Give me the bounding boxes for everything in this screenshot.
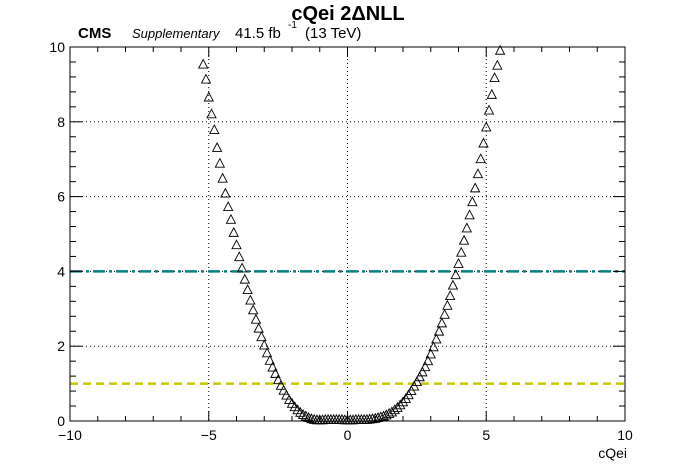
data-point [472, 168, 484, 179]
data-point [281, 389, 292, 400]
data-point [222, 201, 234, 212]
data-point [203, 91, 214, 102]
data-point [414, 371, 425, 382]
data-point [478, 137, 489, 148]
data-point [236, 262, 248, 273]
supplementary-label: Supplementary [132, 26, 221, 41]
data-point [272, 374, 284, 385]
series-markers [197, 44, 506, 425]
data-point [261, 347, 273, 358]
data-point [439, 308, 450, 319]
data-point [214, 157, 226, 168]
data-point [247, 304, 259, 315]
data-point [464, 209, 475, 220]
data-point [217, 172, 228, 183]
data-point [259, 339, 270, 350]
data-point [239, 273, 251, 284]
data-point [228, 226, 239, 237]
experiment-label: CMS [78, 25, 111, 42]
y-tick-label: 2 [57, 338, 65, 354]
x-tick-label: −5 [201, 427, 217, 443]
data-point [425, 348, 436, 359]
data-point [494, 44, 506, 55]
data-point [242, 284, 253, 295]
x-tick-label: 0 [344, 427, 352, 443]
data-point [453, 257, 464, 268]
energy-label: (13 TeV) [305, 25, 361, 42]
data-point [306, 413, 317, 424]
data-point [197, 58, 209, 69]
lumi-exponent: -1 [288, 20, 297, 31]
y-tick-label: 4 [57, 263, 65, 279]
data-point [469, 182, 481, 193]
data-point [383, 407, 395, 418]
data-point [428, 341, 439, 352]
y-tick-label: 0 [57, 413, 65, 429]
data-point [489, 72, 500, 82]
data-point [492, 59, 503, 70]
data-point [253, 322, 264, 333]
data-point [431, 333, 442, 344]
data-point [411, 376, 423, 387]
data-point [267, 361, 278, 372]
data-point [481, 121, 492, 132]
data-point [442, 299, 453, 310]
data-point [256, 331, 267, 342]
data-point [417, 366, 428, 377]
data-point [392, 401, 403, 412]
data-point [422, 355, 434, 366]
data-point [461, 222, 473, 233]
data-point [419, 361, 431, 372]
data-point [234, 251, 245, 262]
data-point [475, 153, 486, 164]
data-point [300, 410, 312, 421]
data-point [220, 187, 231, 198]
data-point [447, 279, 459, 290]
data-point [389, 404, 400, 415]
data-point [450, 269, 461, 280]
x-tick-label: −10 [58, 427, 82, 443]
data-point [467, 196, 478, 207]
data-point [270, 367, 281, 378]
data-point [483, 104, 495, 115]
data-point [295, 406, 306, 417]
data-point [200, 73, 212, 84]
data-point [209, 124, 220, 134]
data-point [433, 325, 445, 336]
axis-ticks: −10 −5 0 5 10 0 2 4 6 8 10 [49, 39, 633, 443]
data-point [264, 354, 276, 365]
data-point [297, 409, 309, 419]
data-point [436, 317, 448, 328]
grid [70, 47, 625, 421]
lumi-label: 41.5 fb [235, 25, 281, 42]
reference-lines [70, 270, 625, 385]
data-point [456, 246, 467, 257]
data-point [400, 392, 412, 403]
data-point [303, 412, 314, 422]
x-tick-label: 10 [617, 427, 633, 443]
data-point [211, 142, 223, 152]
y-tick-label: 8 [57, 114, 65, 130]
data-point [275, 379, 287, 390]
data-point [206, 108, 217, 119]
y-tick-label: 10 [49, 39, 65, 55]
data-point [278, 384, 289, 395]
data-point [394, 399, 406, 410]
data-point [444, 290, 456, 301]
data-point [231, 239, 242, 250]
data-point [250, 313, 262, 324]
data-point [397, 396, 409, 407]
data-point [381, 409, 392, 420]
y-tick-label: 6 [57, 189, 65, 205]
chart-title: cQei 2ΔNLL [291, 3, 404, 25]
data-point [486, 88, 498, 99]
x-tick-label: 5 [482, 427, 490, 443]
x-axis-label: cQei [598, 445, 627, 461]
data-point [245, 294, 256, 305]
data-point [458, 234, 470, 245]
data-point [225, 213, 237, 224]
